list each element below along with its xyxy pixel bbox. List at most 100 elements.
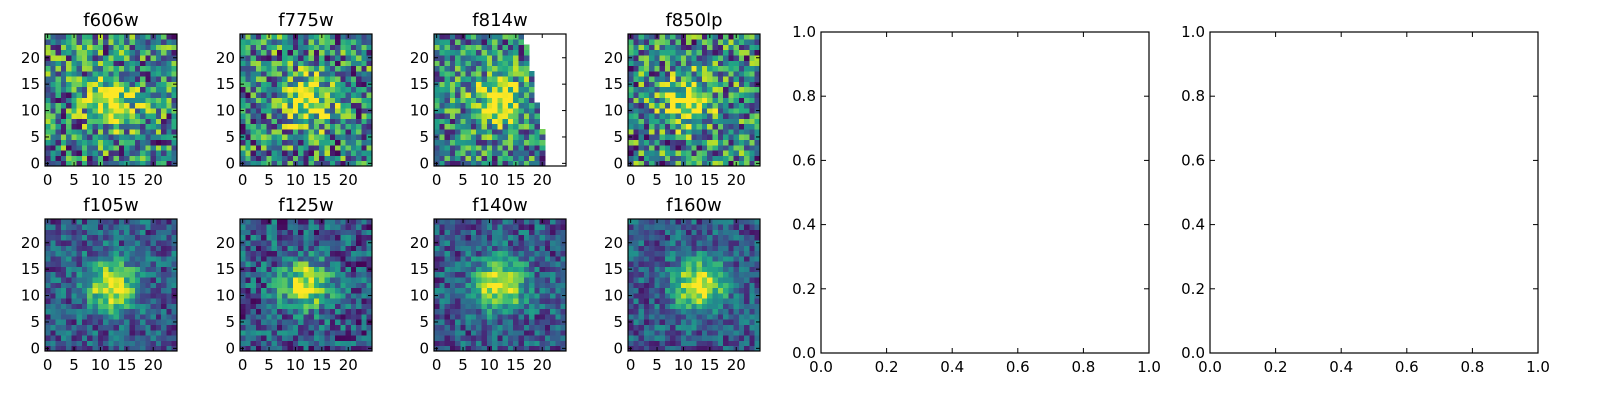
heatmap-cell — [161, 55, 167, 61]
heatmap-cell — [356, 129, 362, 135]
heatmap-cell — [92, 123, 99, 130]
heatmap-cell — [470, 113, 477, 119]
heatmap-cell — [308, 129, 315, 135]
heatmap-cell — [261, 298, 267, 304]
heatmap-cell — [659, 277, 666, 283]
heatmap-cell — [356, 49, 362, 56]
heatmap-cell — [366, 139, 373, 146]
heatmap-cell — [76, 255, 83, 262]
heatmap-cell — [486, 329, 493, 336]
heatmap-cell — [470, 123, 477, 130]
heatmap-cell — [754, 34, 761, 40]
heatmap-cell — [654, 261, 661, 267]
heatmap-cell — [659, 150, 666, 156]
heatmap-cell — [161, 139, 167, 146]
heatmap-cell — [691, 277, 698, 283]
heatmap-cell — [161, 70, 167, 77]
heatmap-cell — [345, 70, 352, 77]
heatmap-cell — [55, 266, 62, 273]
heatmap-cell — [476, 107, 482, 114]
heatmap-cell — [45, 282, 51, 289]
heatmap-cell — [470, 107, 477, 114]
heatmap-cell — [723, 266, 729, 273]
heatmap-cell — [518, 255, 525, 262]
heatmap-cell — [87, 118, 93, 125]
heatmap-cell — [518, 81, 525, 88]
heatmap-cell — [66, 282, 72, 289]
heatmap-cell — [701, 250, 708, 257]
heatmap-cell — [335, 155, 341, 162]
heatmap-cell — [308, 123, 315, 130]
x-tick-label: 10 — [480, 171, 499, 189]
heatmap-cell — [118, 234, 125, 241]
heatmap-cell — [150, 319, 157, 325]
heatmap-cell — [633, 266, 639, 273]
heatmap-cell — [356, 76, 362, 82]
heatmap-cell — [245, 308, 251, 315]
heatmap-cell — [329, 86, 336, 93]
heatmap-cell — [108, 229, 115, 236]
heatmap-cell — [45, 229, 51, 236]
heatmap-cell — [145, 65, 151, 72]
heatmap-cell — [155, 107, 162, 114]
heatmap-cell — [507, 97, 514, 104]
heatmap-cell — [166, 324, 173, 331]
heatmap-cell — [161, 65, 167, 72]
heatmap-cell — [523, 60, 530, 67]
heatmap-cell — [350, 245, 357, 252]
heatmap-cell — [50, 324, 56, 331]
heatmap-cell — [444, 102, 451, 109]
heatmap-cell — [654, 240, 661, 246]
heatmap-cell — [55, 118, 62, 125]
heatmap-cell — [255, 266, 262, 273]
heatmap-cell — [664, 250, 671, 257]
heatmap-cell — [455, 86, 461, 93]
heatmap-cell — [87, 271, 93, 278]
heatmap-cell — [303, 282, 310, 289]
heatmap-cell — [161, 266, 167, 273]
heatmap-cell — [150, 102, 157, 109]
heatmap-cell — [134, 44, 141, 51]
heatmap-cell — [45, 340, 51, 347]
heatmap-cell — [518, 335, 525, 341]
heatmap-cell — [717, 60, 724, 67]
heatmap-cell — [455, 39, 461, 45]
heatmap-cell — [670, 329, 676, 336]
x-tick-label: 15 — [117, 356, 136, 374]
heatmap-cell — [140, 340, 146, 347]
heatmap-cell — [97, 229, 104, 236]
heatmap-cell — [324, 298, 331, 304]
heatmap-cell — [707, 134, 713, 140]
heatmap-cell — [486, 298, 493, 304]
heatmap-cell — [749, 245, 756, 252]
heatmap-cell — [292, 250, 299, 257]
heatmap-cell — [255, 219, 262, 225]
heatmap-cell — [97, 298, 104, 304]
heatmap-cell — [60, 324, 67, 331]
heatmap-cell — [670, 319, 676, 325]
heatmap-cell — [140, 271, 146, 278]
heatmap-cell — [675, 303, 682, 310]
heatmap-cell — [303, 287, 310, 294]
heatmap-cell — [633, 282, 639, 289]
heatmap-cell — [340, 107, 346, 114]
heatmap-cell — [486, 261, 493, 267]
heatmap-cell — [492, 308, 498, 315]
heatmap-cell — [749, 134, 756, 140]
heatmap-cell — [298, 107, 304, 114]
heatmap-cell — [108, 65, 115, 72]
heatmap-cell — [723, 60, 729, 67]
heatmap-cell — [680, 340, 687, 347]
heatmap-cell — [81, 134, 88, 140]
heatmap-cell — [723, 314, 729, 320]
heatmap-cell — [444, 86, 451, 93]
heatmap-cell — [728, 287, 734, 294]
heatmap-cell — [744, 34, 750, 40]
heatmap-cell — [449, 70, 456, 77]
heatmap-cell — [87, 224, 93, 230]
heatmap-cell — [728, 155, 734, 162]
heatmap-cell — [66, 60, 72, 67]
heatmap-cell — [145, 234, 151, 241]
heatmap-cell — [523, 335, 530, 341]
heatmap-cell — [680, 266, 687, 273]
